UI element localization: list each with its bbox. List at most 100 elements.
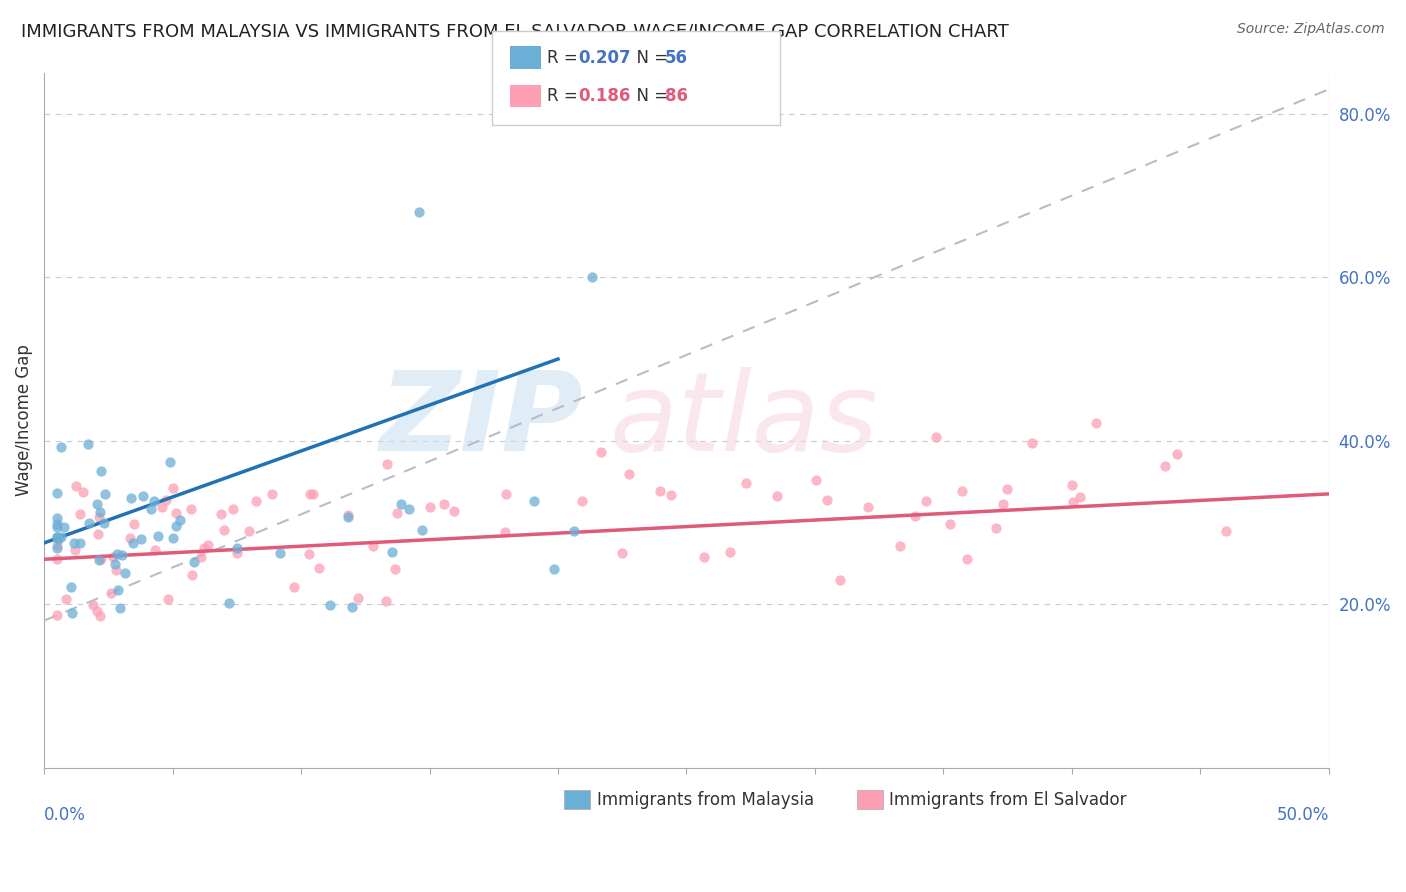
Point — [105, 547, 128, 561]
Text: R =: R = — [547, 49, 583, 67]
Point — [118, 531, 141, 545]
Point — [180, 502, 202, 516]
Point — [495, 487, 517, 501]
Point — [124, 517, 146, 532]
Point — [52, 520, 75, 534]
Point — [82, 598, 104, 612]
Point — [298, 487, 321, 501]
Point — [46, 486, 69, 500]
Text: 0.0%: 0.0% — [44, 805, 86, 824]
Point — [571, 494, 593, 508]
Point — [856, 500, 879, 514]
Point — [939, 517, 962, 532]
Point — [1085, 416, 1108, 430]
Point — [375, 457, 398, 471]
Point — [69, 507, 91, 521]
Point — [90, 464, 112, 478]
Point — [347, 591, 370, 605]
Point — [129, 533, 152, 547]
Point — [212, 524, 235, 538]
Point — [107, 583, 129, 598]
Point — [120, 491, 142, 506]
Point — [90, 552, 112, 566]
Point — [543, 562, 565, 576]
Point — [190, 549, 212, 564]
Point — [72, 485, 94, 500]
Point — [89, 509, 111, 524]
Point — [419, 500, 441, 514]
Point — [46, 517, 69, 532]
Point — [51, 530, 73, 544]
Point — [46, 538, 69, 552]
Point — [77, 516, 100, 531]
Point — [89, 609, 111, 624]
FancyBboxPatch shape — [564, 790, 591, 809]
Point — [139, 501, 162, 516]
Text: IMMIGRANTS FROM MALAYSIA VS IMMIGRANTS FROM EL SALVADOR WAGE/INCOME GAP CORRELAT: IMMIGRANTS FROM MALAYSIA VS IMMIGRANTS F… — [21, 22, 1010, 40]
Point — [269, 546, 291, 560]
Point — [384, 562, 406, 576]
Point — [209, 507, 232, 521]
Point — [262, 487, 284, 501]
Point — [735, 475, 758, 490]
Point — [101, 550, 124, 565]
Point — [63, 542, 86, 557]
Point — [62, 536, 84, 550]
Point — [336, 510, 359, 524]
Point — [150, 500, 173, 514]
Point — [950, 483, 973, 498]
Point — [494, 524, 516, 539]
Point — [86, 497, 108, 511]
Point — [108, 601, 131, 615]
Point — [411, 524, 433, 538]
Point — [298, 547, 321, 561]
Text: 50.0%: 50.0% — [1277, 805, 1329, 824]
Point — [132, 489, 155, 503]
Point — [162, 531, 184, 545]
Point — [1021, 436, 1043, 450]
Point — [925, 430, 948, 444]
Point — [181, 567, 204, 582]
Point — [245, 493, 267, 508]
Point — [94, 487, 117, 501]
Point — [581, 270, 603, 285]
Point — [69, 535, 91, 549]
Point — [903, 509, 925, 524]
Point — [49, 440, 72, 454]
Point — [1062, 495, 1084, 509]
Text: 0.207: 0.207 — [578, 49, 630, 67]
Point — [443, 503, 465, 517]
Point — [77, 437, 100, 451]
Point — [114, 566, 136, 581]
Point — [915, 494, 938, 508]
Point — [226, 546, 249, 560]
Point — [59, 580, 82, 594]
Point — [984, 521, 1007, 535]
Point — [997, 482, 1019, 496]
Point — [104, 563, 127, 577]
Point — [169, 513, 191, 527]
Point — [104, 557, 127, 571]
Point — [804, 473, 827, 487]
Point — [408, 205, 430, 219]
Point — [100, 586, 122, 600]
Point — [433, 497, 456, 511]
Point — [143, 494, 166, 508]
Point — [183, 556, 205, 570]
Point — [46, 530, 69, 544]
Point — [46, 511, 69, 525]
Point — [718, 545, 741, 559]
Point — [956, 551, 979, 566]
Y-axis label: Wage/Income Gap: Wage/Income Gap — [15, 344, 32, 496]
Point — [385, 506, 408, 520]
Point — [693, 549, 716, 564]
Point — [1215, 524, 1237, 538]
Text: N =: N = — [626, 49, 673, 67]
Point — [110, 548, 132, 562]
Point — [830, 574, 852, 588]
Point — [46, 551, 69, 566]
Point — [562, 524, 585, 539]
Point — [197, 538, 219, 552]
Point — [218, 596, 240, 610]
Point — [146, 529, 169, 543]
